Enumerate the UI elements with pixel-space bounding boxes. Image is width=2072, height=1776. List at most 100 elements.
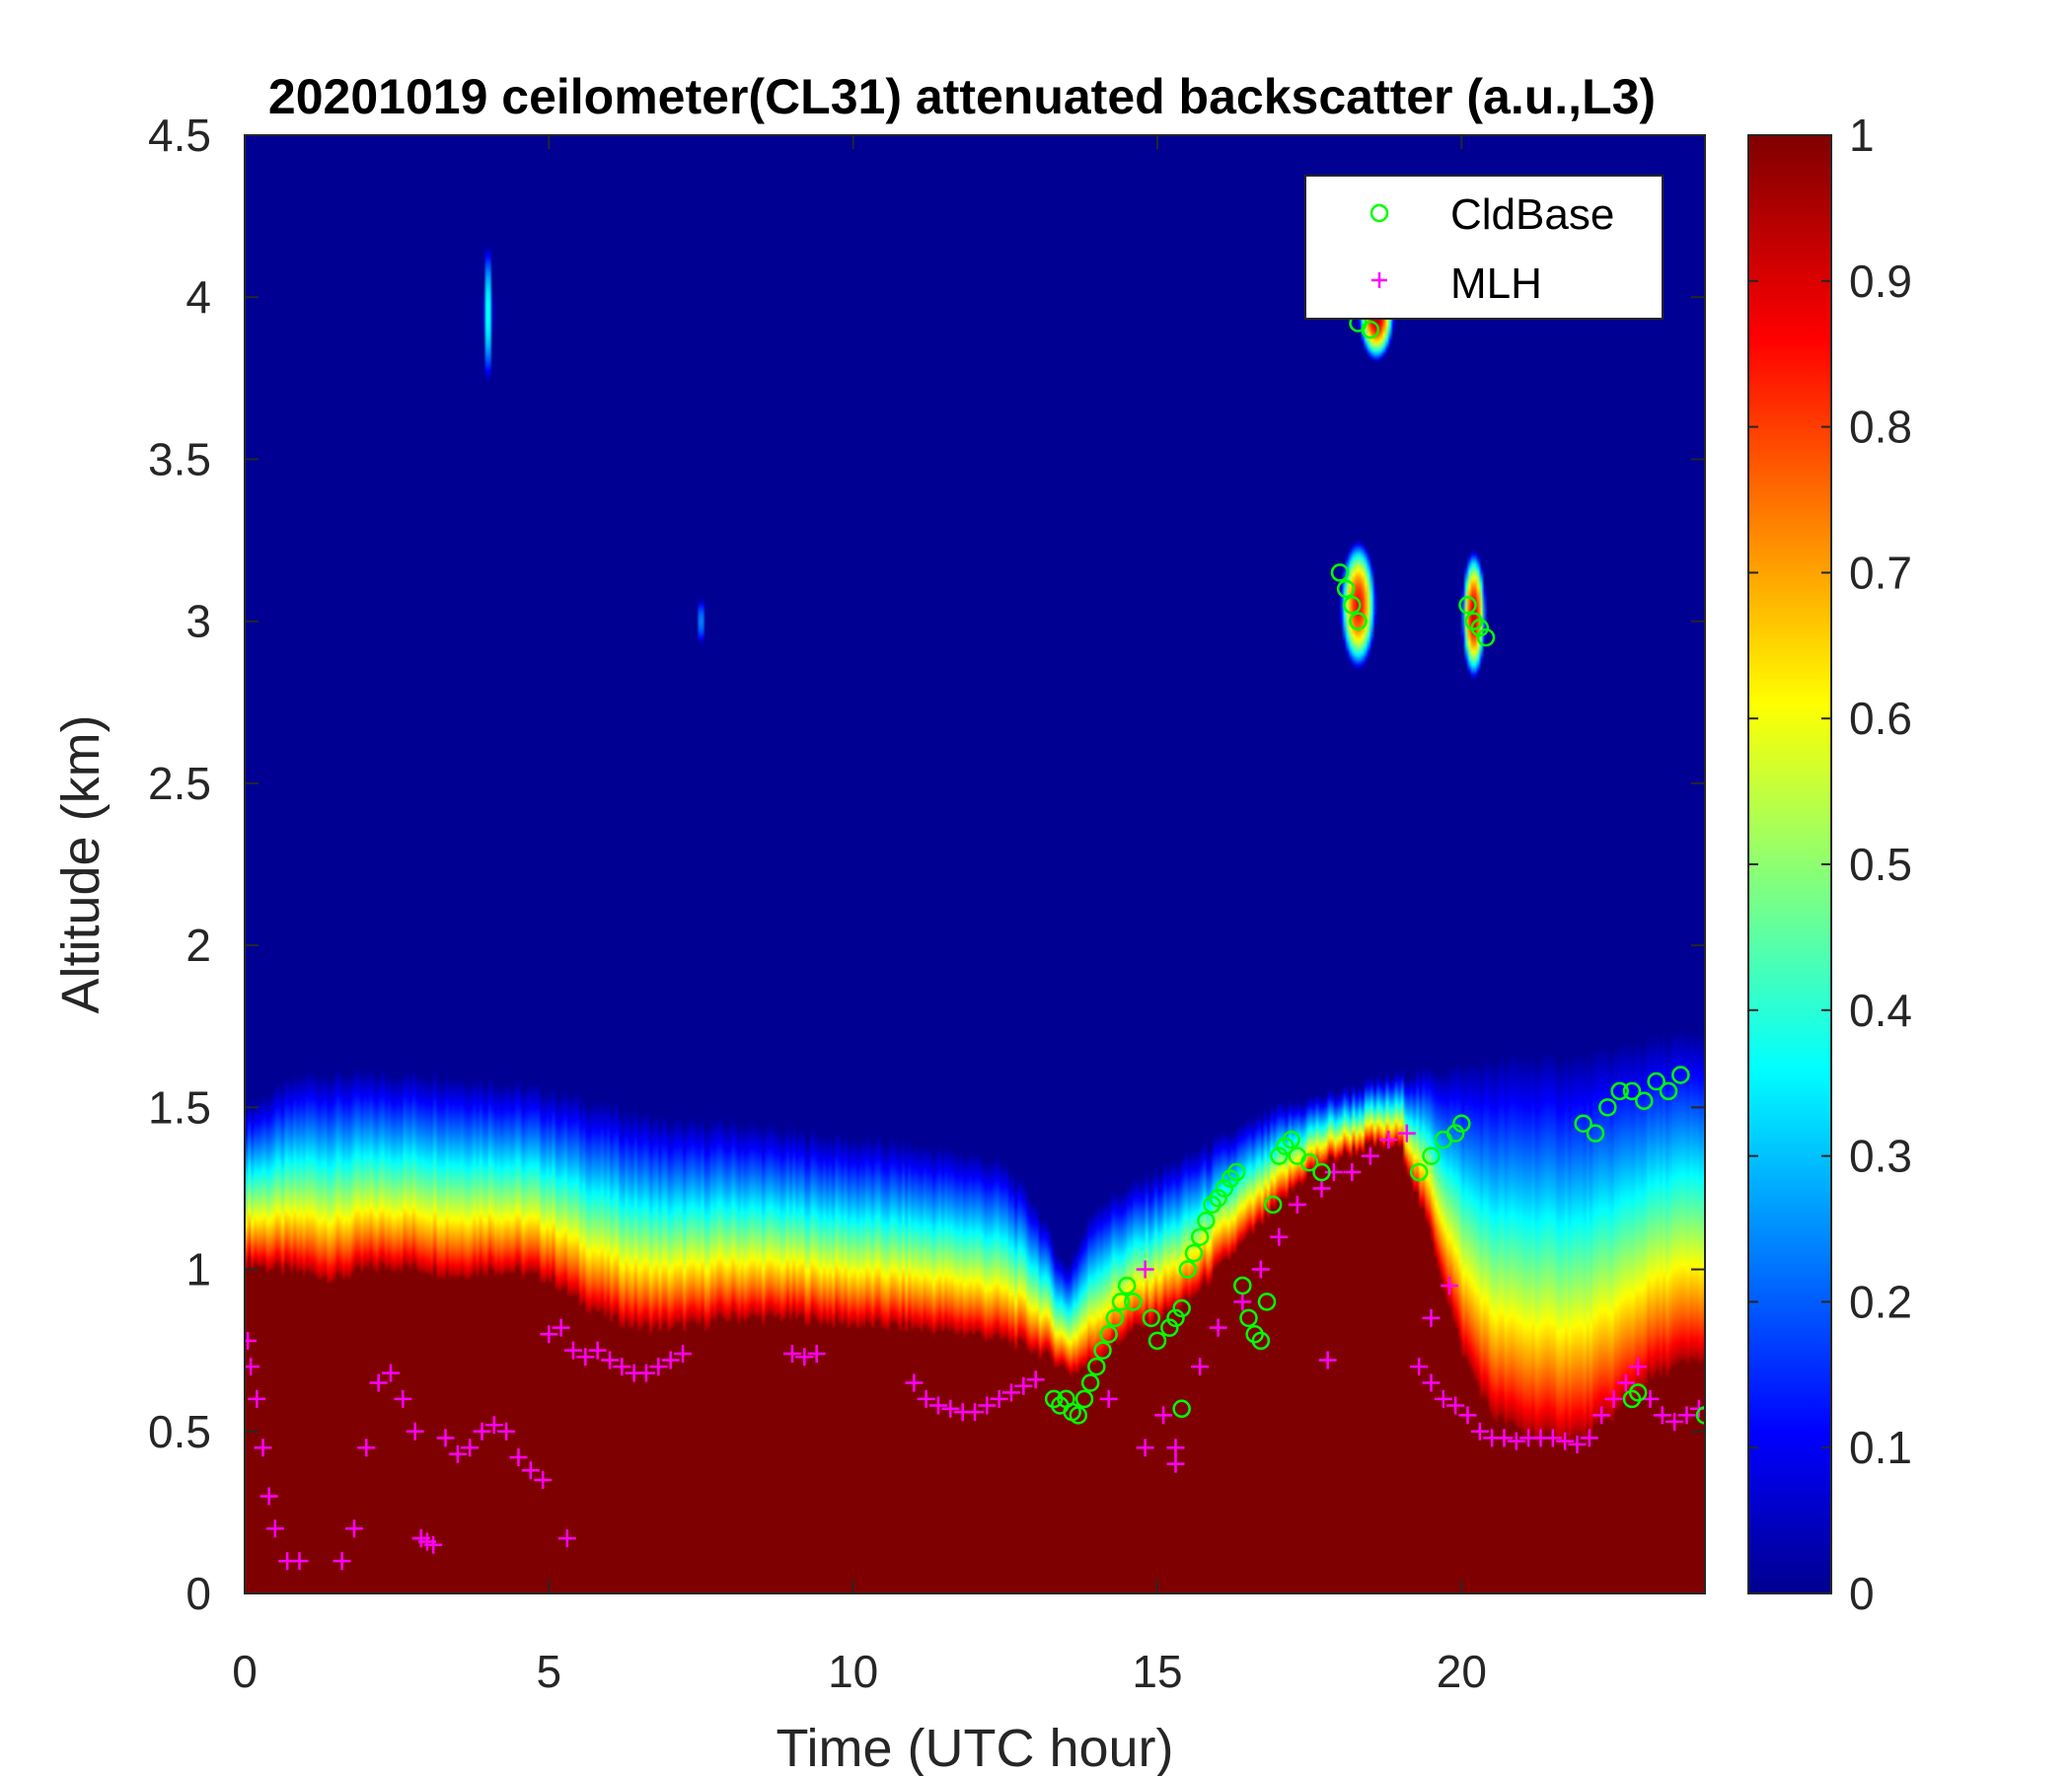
- mlh-point: [369, 1373, 388, 1392]
- x-axis-label: Time (UTC hour): [776, 1719, 1173, 1776]
- cldbase-point: [1251, 1331, 1271, 1351]
- mlh-point: [484, 1416, 503, 1435]
- mlh-point: [1361, 1147, 1379, 1165]
- legend-cldbase-marker: [1369, 203, 1389, 223]
- mlh-point: [564, 1341, 582, 1360]
- mlh-point: [1616, 1373, 1635, 1392]
- mlh-point: [929, 1396, 947, 1415]
- mlh-point: [1604, 1389, 1623, 1408]
- colorbar-tick-label: 0.5: [1849, 839, 1912, 890]
- y-tick-label: 1: [185, 1244, 211, 1295]
- cldbase-point: [1117, 1276, 1137, 1295]
- cldbase-point: [1142, 1308, 1161, 1328]
- mlh-point: [1233, 1293, 1252, 1311]
- cldbase-point: [1226, 1162, 1246, 1182]
- cldbase-point: [1239, 1308, 1258, 1328]
- mlh-point: [1312, 1179, 1331, 1198]
- colorbar-tick-label: 0.2: [1849, 1276, 1912, 1327]
- mlh-point: [1556, 1432, 1575, 1450]
- cldbase-point: [1215, 1179, 1234, 1198]
- cldbase-point: [1270, 1147, 1289, 1165]
- legend-box: [1304, 175, 1664, 320]
- mlh-point: [674, 1344, 692, 1363]
- colorbar-tick-label: 0.1: [1849, 1422, 1912, 1473]
- mlh-point: [1458, 1406, 1477, 1425]
- mlh-point: [259, 1487, 278, 1506]
- legend-cldbase-label: CldBase: [1450, 190, 1614, 239]
- mlh-point: [265, 1519, 284, 1538]
- mlh-point: [1136, 1260, 1154, 1279]
- mlh-point: [1343, 1163, 1362, 1182]
- legend: CldBase MLH: [1304, 175, 1664, 320]
- mlh-point: [1677, 1406, 1696, 1425]
- cldbase-point: [1099, 1324, 1118, 1344]
- mlh-point: [966, 1403, 984, 1422]
- y-tick-label: 3: [185, 596, 211, 647]
- cldbase-point: [1105, 1308, 1125, 1328]
- mlh-point: [576, 1348, 595, 1367]
- y-tick-label: 4.5: [148, 110, 211, 161]
- mlh-point: [245, 1331, 258, 1350]
- cldbase-point: [1172, 1298, 1191, 1318]
- mlh-point: [290, 1552, 309, 1571]
- mlh-point: [1136, 1439, 1154, 1457]
- cldbase-point: [1336, 579, 1356, 599]
- mlh-point: [1568, 1435, 1587, 1453]
- colorbar-tick-label: 0.4: [1849, 985, 1912, 1036]
- mlh-point: [1318, 1351, 1337, 1369]
- cldbase-point: [1622, 1081, 1642, 1101]
- mlh-point: [345, 1519, 363, 1538]
- cldbase-point: [1445, 1124, 1465, 1143]
- cldbase-point: [1659, 1081, 1678, 1101]
- cldbase-point: [1093, 1341, 1112, 1360]
- mlh-point: [637, 1364, 655, 1382]
- mlh-point: [1191, 1358, 1210, 1376]
- mlh-point: [795, 1348, 814, 1367]
- cldbase-point: [1172, 1399, 1191, 1419]
- cldbase-point: [1695, 1406, 1705, 1425]
- cldbase-point: [1349, 612, 1368, 630]
- mlh-point: [552, 1318, 570, 1337]
- cldbase-point: [1452, 1114, 1471, 1134]
- mlh-point: [1002, 1383, 1020, 1402]
- colorbar-tick-label: 0.6: [1849, 693, 1912, 744]
- mlh-point: [1470, 1422, 1489, 1441]
- y-tick-label: 4: [185, 271, 211, 323]
- mlh-point: [1665, 1412, 1684, 1431]
- x-tick-label: 5: [537, 1646, 562, 1697]
- mlh-point: [1166, 1454, 1185, 1473]
- mlh-point: [1251, 1260, 1270, 1279]
- mlh-point: [1410, 1358, 1429, 1376]
- x-tick-label: 0: [232, 1646, 258, 1697]
- mlh-point: [540, 1325, 558, 1344]
- mlh-point: [1379, 1131, 1398, 1149]
- cldbase-point: [1422, 1147, 1441, 1165]
- mlh-point: [1592, 1406, 1611, 1425]
- y-tick-label: 2.5: [148, 758, 211, 809]
- mlh-point: [1026, 1370, 1045, 1389]
- cldbase-point: [1178, 1260, 1198, 1279]
- colorbar-gradient: [1747, 134, 1832, 1594]
- cldbase-point: [1671, 1066, 1690, 1084]
- cldbase-point: [1598, 1098, 1617, 1117]
- mlh-point: [1495, 1429, 1514, 1447]
- mlh-point: [1653, 1406, 1671, 1425]
- mlh-point: [1324, 1163, 1343, 1182]
- cldbase-point: [1312, 1162, 1331, 1182]
- mlh-point: [1434, 1389, 1452, 1408]
- mlh-point: [333, 1552, 351, 1571]
- cldbase-point: [1197, 1212, 1216, 1230]
- mlh-point: [448, 1444, 467, 1463]
- plot-frame: [244, 134, 1706, 1594]
- mlh-point: [1629, 1358, 1648, 1376]
- y-axis-label: Altitude (km): [51, 714, 111, 1013]
- mlh-point: [394, 1389, 412, 1408]
- legend-mlh-marker: [1371, 272, 1387, 288]
- y-tick-label: 2: [185, 920, 211, 971]
- cldbase-point: [1080, 1373, 1100, 1392]
- mlh-point: [783, 1344, 801, 1363]
- cldbase-point: [1458, 595, 1477, 615]
- colorbar-tick-label: 1: [1849, 110, 1875, 161]
- mlh-point: [601, 1351, 619, 1369]
- mlh-point: [905, 1373, 924, 1392]
